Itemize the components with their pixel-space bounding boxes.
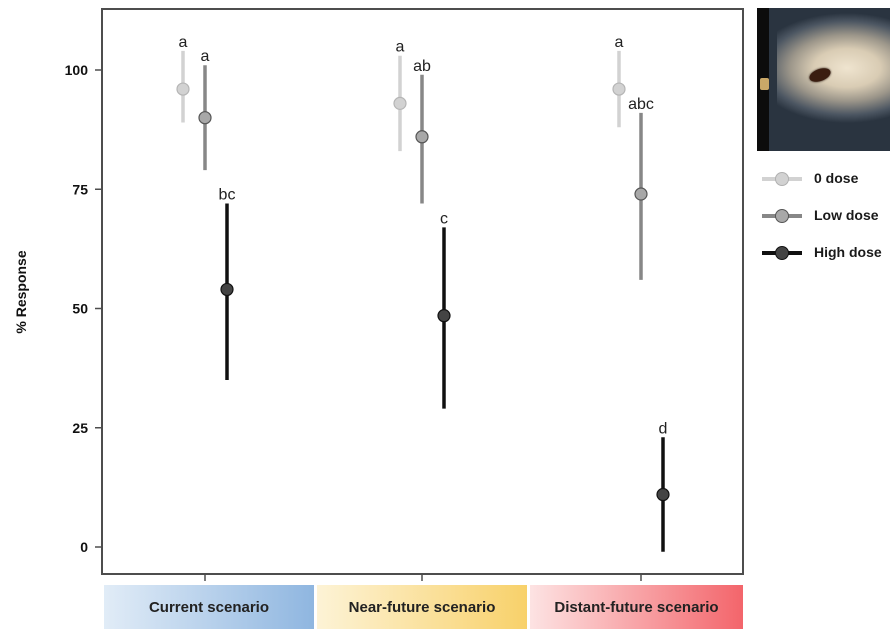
significance-letter: ab <box>413 58 431 75</box>
scenario-label-near-future: Near-future scenario <box>317 585 527 629</box>
data-point <box>198 111 212 125</box>
y-tick-label: 100 <box>65 62 89 78</box>
significance-letter: a <box>615 34 624 51</box>
y-tick-label: 75 <box>72 181 88 197</box>
x-axis <box>204 574 642 581</box>
significance-letter: bc <box>219 187 236 204</box>
legend-item-low-dose: Low dose <box>762 205 890 242</box>
y-axis: 0 25 50 75 100 <box>65 62 102 555</box>
data-point <box>220 282 234 297</box>
significance-letter: a <box>396 39 405 56</box>
y-tick-label: 0 <box>80 539 88 555</box>
significance-letter: a <box>179 34 188 51</box>
y-tick-label: 25 <box>72 420 88 436</box>
scenario-label-current: Current scenario <box>104 585 314 629</box>
legend-swatch-0-dose <box>762 172 802 186</box>
light-beam <box>777 8 890 151</box>
scenario-label-distant-future: Distant-future scenario <box>530 585 743 629</box>
data-point <box>415 130 429 144</box>
legend-label-high-dose: High dose <box>814 244 882 260</box>
legend: 0 dose Low dose High dose <box>762 168 890 279</box>
significance-letter: c <box>440 210 448 227</box>
light-source-icon <box>760 78 769 90</box>
data-point <box>634 187 648 201</box>
legend-swatch-low-dose <box>762 209 802 223</box>
y-tick-label: 50 <box>72 301 88 317</box>
data-point <box>393 96 407 110</box>
data-point <box>612 82 626 96</box>
y-axis-label: % Response <box>13 250 29 333</box>
legend-item-0-dose: 0 dose <box>762 168 890 205</box>
significance-letter: d <box>659 420 668 437</box>
data-point <box>656 487 670 502</box>
significance-letter: a <box>201 48 210 65</box>
legend-label-0-dose: 0 dose <box>814 170 859 186</box>
significance-letter: abc <box>628 96 654 113</box>
legend-item-high-dose: High dose <box>762 242 890 279</box>
legend-swatch-high-dose <box>762 246 802 260</box>
legend-label-low-dose: Low dose <box>814 207 879 223</box>
insect-photo <box>757 8 890 151</box>
data-point <box>176 82 190 96</box>
data-point <box>437 309 451 323</box>
